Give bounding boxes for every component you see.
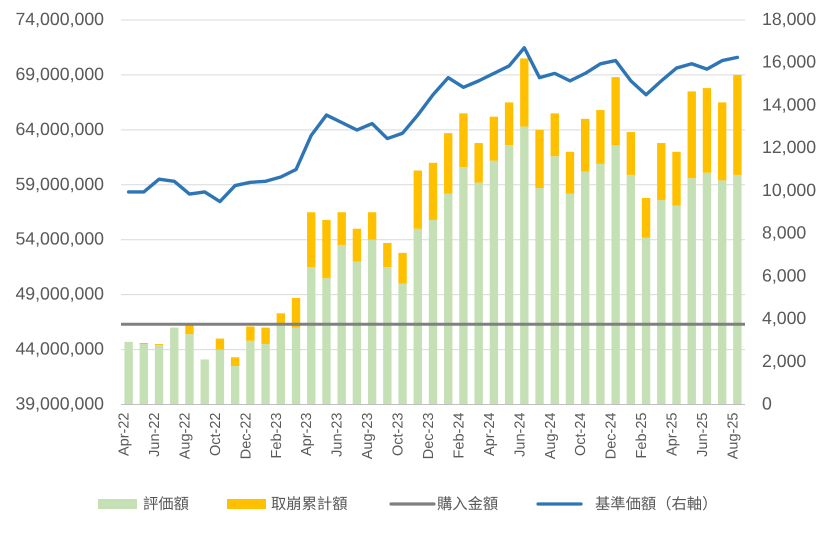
svg-text:取崩累計額: 取崩累計額 xyxy=(271,496,348,513)
svg-text:Dec-22: Dec-22 xyxy=(238,413,254,460)
svg-text:Apr-25: Apr-25 xyxy=(665,413,681,457)
svg-text:49,000,000: 49,000,000 xyxy=(15,284,104,304)
svg-text:14,000: 14,000 xyxy=(762,94,816,114)
svg-text:Apr-22: Apr-22 xyxy=(117,413,133,457)
svg-text:Aug-22: Aug-22 xyxy=(177,413,193,460)
svg-text:Apr-24: Apr-24 xyxy=(482,413,498,457)
svg-text:59,000,000: 59,000,000 xyxy=(15,174,104,194)
svg-text:Feb-25: Feb-25 xyxy=(634,413,650,459)
svg-text:評価額: 評価額 xyxy=(143,496,189,513)
svg-text:購入金額: 購入金額 xyxy=(437,496,498,513)
svg-text:74,000,000: 74,000,000 xyxy=(15,9,104,29)
svg-text:12,000: 12,000 xyxy=(762,137,816,157)
svg-text:Jun-23: Jun-23 xyxy=(330,413,346,457)
svg-text:Oct-24: Oct-24 xyxy=(573,413,589,457)
svg-text:Feb-24: Feb-24 xyxy=(451,413,467,459)
svg-text:8,000: 8,000 xyxy=(762,223,806,243)
svg-text:69,000,000: 69,000,000 xyxy=(15,64,104,84)
svg-text:Dec-24: Dec-24 xyxy=(604,413,620,460)
svg-text:Jun-22: Jun-22 xyxy=(147,413,163,457)
svg-text:4,000: 4,000 xyxy=(762,308,806,328)
svg-text:39,000,000: 39,000,000 xyxy=(15,394,104,414)
svg-text:Aug-25: Aug-25 xyxy=(725,413,741,460)
svg-text:10,000: 10,000 xyxy=(762,180,816,200)
svg-text:Oct-23: Oct-23 xyxy=(391,413,407,457)
svg-text:Aug-23: Aug-23 xyxy=(360,413,376,460)
svg-text:Feb-23: Feb-23 xyxy=(269,413,285,459)
svg-text:54,000,000: 54,000,000 xyxy=(15,229,104,249)
svg-text:基準価額（右軸）: 基準価額（右軸） xyxy=(595,495,717,513)
svg-text:Jun-24: Jun-24 xyxy=(512,413,528,457)
svg-text:64,000,000: 64,000,000 xyxy=(15,119,104,139)
svg-text:2,000: 2,000 xyxy=(762,351,806,371)
svg-text:0: 0 xyxy=(762,394,772,414)
svg-text:44,000,000: 44,000,000 xyxy=(15,339,104,359)
svg-text:Dec-23: Dec-23 xyxy=(421,413,437,460)
svg-text:Apr-23: Apr-23 xyxy=(299,413,315,457)
svg-text:Oct-22: Oct-22 xyxy=(208,413,224,457)
svg-text:18,000: 18,000 xyxy=(762,9,816,29)
svg-text:Jun-25: Jun-25 xyxy=(695,413,711,457)
svg-text:16,000: 16,000 xyxy=(762,52,816,72)
svg-text:6,000: 6,000 xyxy=(762,265,806,285)
svg-text:Aug-24: Aug-24 xyxy=(543,413,559,460)
